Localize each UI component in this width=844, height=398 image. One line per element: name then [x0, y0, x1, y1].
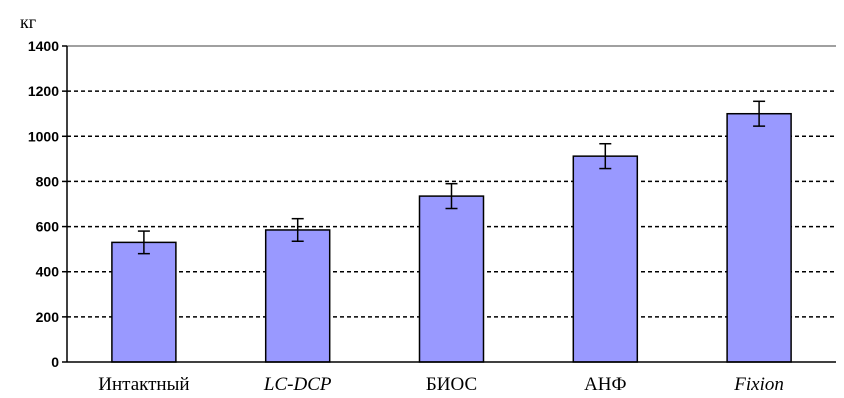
y-tick-label: 0 [51, 354, 59, 370]
bar [111, 241, 177, 363]
y-axis-unit-label: кг [20, 12, 36, 32]
gridlines [67, 45, 836, 318]
bar [418, 195, 485, 363]
y-tick-label: 400 [36, 264, 60, 280]
bar [726, 112, 792, 363]
x-category-label: АНФ [584, 374, 626, 395]
x-category-label: Fixion [733, 374, 784, 395]
y-tick-label: 1200 [28, 83, 59, 99]
y-tick-label: 200 [36, 309, 60, 325]
x-category-label: LC-DCP [263, 374, 332, 395]
x-category-labels: Интактный LC-DCP БИОС АНФ Fixion [98, 374, 784, 395]
y-tick-label: 1000 [28, 128, 59, 144]
x-category-label: БИОС [426, 374, 477, 395]
bars [111, 112, 792, 363]
y-tick-labels: 0 200 400 600 800 1000 1200 1400 [28, 38, 59, 370]
y-tick-label: 600 [36, 219, 60, 235]
y-tick-label: 800 [36, 173, 60, 189]
bar [572, 155, 639, 363]
bar [264, 229, 331, 363]
axes [62, 45, 836, 363]
y-tick-label: 1400 [28, 38, 59, 54]
x-category-label: Интактный [98, 374, 189, 395]
error-bars [137, 100, 766, 255]
